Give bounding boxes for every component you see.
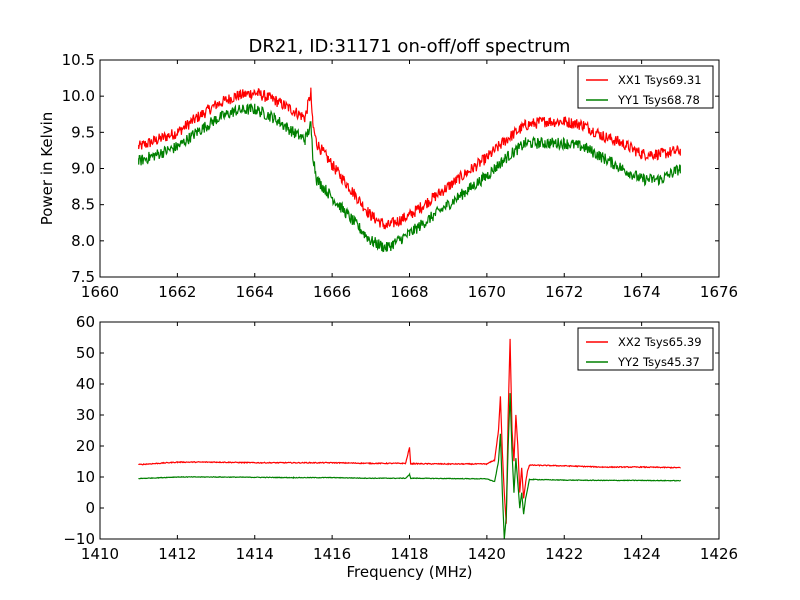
x-tick-label: 1676 [700,283,738,301]
y-tick-label: 40 [76,375,95,393]
legend-label: YY1 Tsys68.78 [617,93,700,107]
y-axis-label: Power in Kelvin [38,112,56,226]
x-tick-label: 1424 [623,545,661,563]
series-line-2-2 [138,393,681,539]
y-tick-label: 10 [76,468,95,486]
x-tick-label: 1674 [623,283,661,301]
x-tick-label: 1668 [390,283,428,301]
y-tick-label: 50 [76,344,95,362]
x-tick-label: 1422 [545,545,583,563]
y-tick-label: 7.5 [71,268,95,286]
y-tick-label: 10.0 [62,87,95,105]
x-tick-label: 1662 [158,283,196,301]
y-tick-label: 30 [76,406,95,424]
legend-label: YY2 Tsys45.37 [617,355,700,369]
legend-label: XX1 Tsys69.31 [618,73,702,87]
y-tick-label: 10.5 [62,51,95,69]
x-axis-label: Frequency (MHz) [346,563,472,581]
x-tick-label: 1660 [81,283,119,301]
legend-box [577,327,714,371]
x-tick-label: 1412 [158,545,196,563]
series-line-2-1 [138,338,681,524]
panel-2: 1410 1412 1414 1416 1418 1420 1422 1424 1426 −10 0… [63,313,738,581]
y-tick-label: 0 [85,499,95,517]
legend: XX2 Tsys65.39 YY2 Tsys45.37 [577,327,714,371]
x-tick-label: 1670 [468,283,506,301]
x-tick-label: 1664 [236,283,274,301]
y-tick-label: 9.5 [71,123,95,141]
panel-1: 1660 1662 1664 1666 1668 1670 1672 1674 1676 7.5 8… [38,36,738,301]
x-tick-label: 1416 [313,545,351,563]
legend: XX1 Tsys69.31 YY1 Tsys68.78 [577,65,714,109]
series-line-1-2 [138,102,681,253]
y-tick-label: −10 [63,530,95,548]
y-tick-label: 60 [76,313,95,331]
y-tick-label: 20 [76,437,95,455]
chart-title: DR21, ID:31171 on-off/off spectrum [249,36,571,57]
x-tick-label: 1666 [313,283,351,301]
x-tick-label: 1418 [390,545,428,563]
x-tick-label: 1672 [545,283,583,301]
y-tick-label: 9.0 [71,160,95,178]
x-tick-label: 1420 [468,545,506,563]
legend-box [577,65,714,109]
series-line-1-1 [138,87,681,230]
y-tick-label: 8.0 [71,232,95,250]
x-tick-label: 1414 [236,545,274,563]
x-tick-label: 1426 [700,545,738,563]
x-tick-label: 1410 [81,545,119,563]
y-tick-label: 8.5 [71,196,95,214]
legend-label: XX2 Tsys65.39 [618,335,702,349]
